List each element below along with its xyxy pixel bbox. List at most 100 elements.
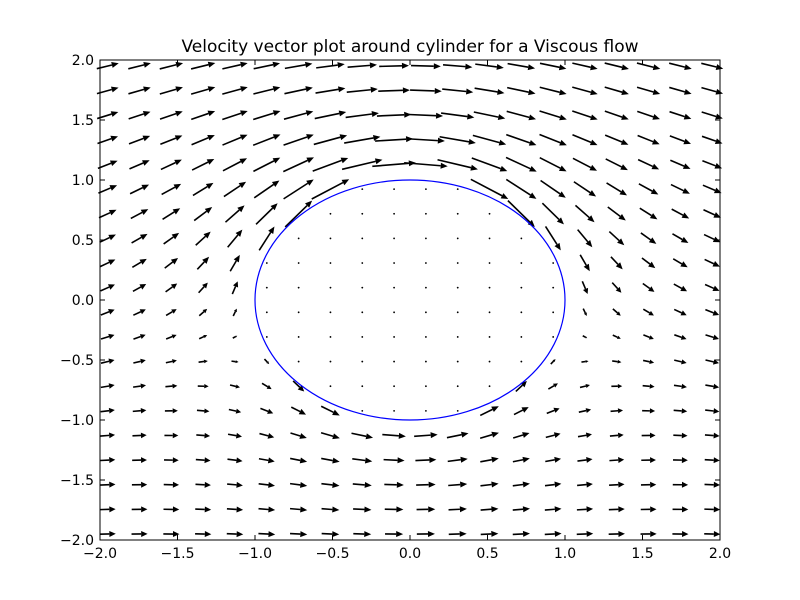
velocity-arrow <box>539 133 567 146</box>
velocity-arrow <box>642 408 656 414</box>
velocity-arrow <box>131 258 147 268</box>
velocity-arrow <box>193 207 213 222</box>
velocity-arrow <box>488 311 491 314</box>
velocity-arrow <box>290 457 308 464</box>
velocity-arrow <box>574 204 595 223</box>
velocity-arrow <box>192 182 214 197</box>
velocity-arrow <box>672 506 689 513</box>
velocity-arrow <box>190 110 216 121</box>
velocity-arrow <box>701 135 723 144</box>
velocity-arrow <box>702 184 722 194</box>
velocity-arrow <box>132 408 147 414</box>
velocity-arrow <box>404 161 448 169</box>
velocity-arrow <box>131 530 148 537</box>
velocity-arrow <box>100 407 115 414</box>
velocity-arrow <box>284 61 313 70</box>
velocity-arrow <box>448 481 468 488</box>
velocity-arrow <box>161 183 182 196</box>
velocity-arrow <box>289 506 308 513</box>
velocity-arrow <box>329 237 332 240</box>
velocity-arrow <box>133 334 146 340</box>
velocity-arrow <box>581 281 589 295</box>
velocity-arrow <box>222 158 248 172</box>
velocity-arrow <box>480 481 499 488</box>
velocity-arrow <box>410 63 441 70</box>
velocity-arrow <box>100 383 115 389</box>
velocity-arrow <box>705 308 720 316</box>
velocity-arrow <box>226 531 244 538</box>
velocity-arrow <box>512 481 530 488</box>
velocity-arrow <box>361 336 364 338</box>
velocity-arrow <box>222 61 248 70</box>
velocity-arrow <box>704 283 720 292</box>
velocity-arrow <box>416 530 435 537</box>
velocity-arrow <box>439 135 476 145</box>
velocity-arrow <box>131 506 148 513</box>
velocity-arrow <box>353 531 372 538</box>
velocity-arrow <box>425 262 427 264</box>
x-tick-label: −2.0 <box>83 546 117 562</box>
velocity-arrow <box>384 506 404 513</box>
velocity-arrow <box>641 432 656 439</box>
velocity-arrow <box>361 311 364 314</box>
velocity-arrow <box>668 62 692 71</box>
velocity-arrow <box>609 457 625 463</box>
velocity-arrow <box>232 308 237 317</box>
vector-field <box>96 61 724 538</box>
velocity-arrow <box>297 336 300 338</box>
velocity-arrow <box>544 226 561 251</box>
velocity-arrow <box>292 380 305 392</box>
velocity-arrow <box>195 481 211 488</box>
velocity-arrow <box>581 360 589 363</box>
velocity-arrow <box>672 481 689 488</box>
axis-ticks: −2.0 −1.5 −1.0 −0.5 0.0 0.5 1.0 1.5 2.0 −2.0 −1.5 −… <box>60 53 731 562</box>
velocity-arrow <box>99 530 116 537</box>
velocity-arrow <box>252 134 281 147</box>
velocity-arrow <box>605 158 628 171</box>
velocity-arrow <box>671 208 690 219</box>
velocity-arrow <box>512 530 530 537</box>
velocity-arrow <box>227 481 243 488</box>
velocity-arrow <box>539 110 567 121</box>
velocity-arrow <box>99 259 116 268</box>
velocity-arrow <box>361 262 364 264</box>
velocity-arrow <box>704 531 721 538</box>
velocity-arrow <box>163 506 180 513</box>
velocity-arrow <box>552 286 555 289</box>
velocity-arrow <box>670 159 691 169</box>
velocity-arrow <box>133 309 146 316</box>
velocity-arrow <box>673 308 687 316</box>
velocity-arrow <box>289 481 308 488</box>
velocity-arrow <box>480 506 499 513</box>
x-tick-label: 0.0 <box>399 546 421 562</box>
velocity-arrow <box>311 179 350 200</box>
velocity-arrow <box>520 311 523 314</box>
velocity-arrow <box>604 86 629 96</box>
velocity-arrow <box>283 110 314 120</box>
velocity-arrow <box>673 408 688 414</box>
velocity-arrow <box>263 358 270 365</box>
velocity-arrow <box>512 506 530 513</box>
velocity-arrow <box>393 336 395 338</box>
velocity-arrow <box>604 62 629 71</box>
velocity-arrow <box>393 188 395 191</box>
velocity-arrow <box>576 530 594 537</box>
velocity-arrow <box>163 531 180 538</box>
x-tick-label: 1.0 <box>554 546 576 562</box>
velocity-arrow <box>640 232 657 244</box>
velocity-arrow <box>320 431 340 440</box>
velocity-arrow <box>361 212 364 215</box>
velocity-arrow <box>347 62 377 69</box>
velocity-arrow <box>636 86 661 95</box>
velocity-arrow <box>393 212 395 215</box>
velocity-arrow <box>128 86 151 95</box>
x-tick-label: −1.0 <box>238 546 272 562</box>
velocity-arrow <box>576 506 594 513</box>
velocity-arrow <box>98 209 117 219</box>
velocity-arrow <box>442 88 474 95</box>
velocity-arrow <box>425 188 427 191</box>
velocity-arrow <box>456 212 459 215</box>
velocity-arrow <box>408 112 444 119</box>
velocity-arrow <box>229 384 240 389</box>
